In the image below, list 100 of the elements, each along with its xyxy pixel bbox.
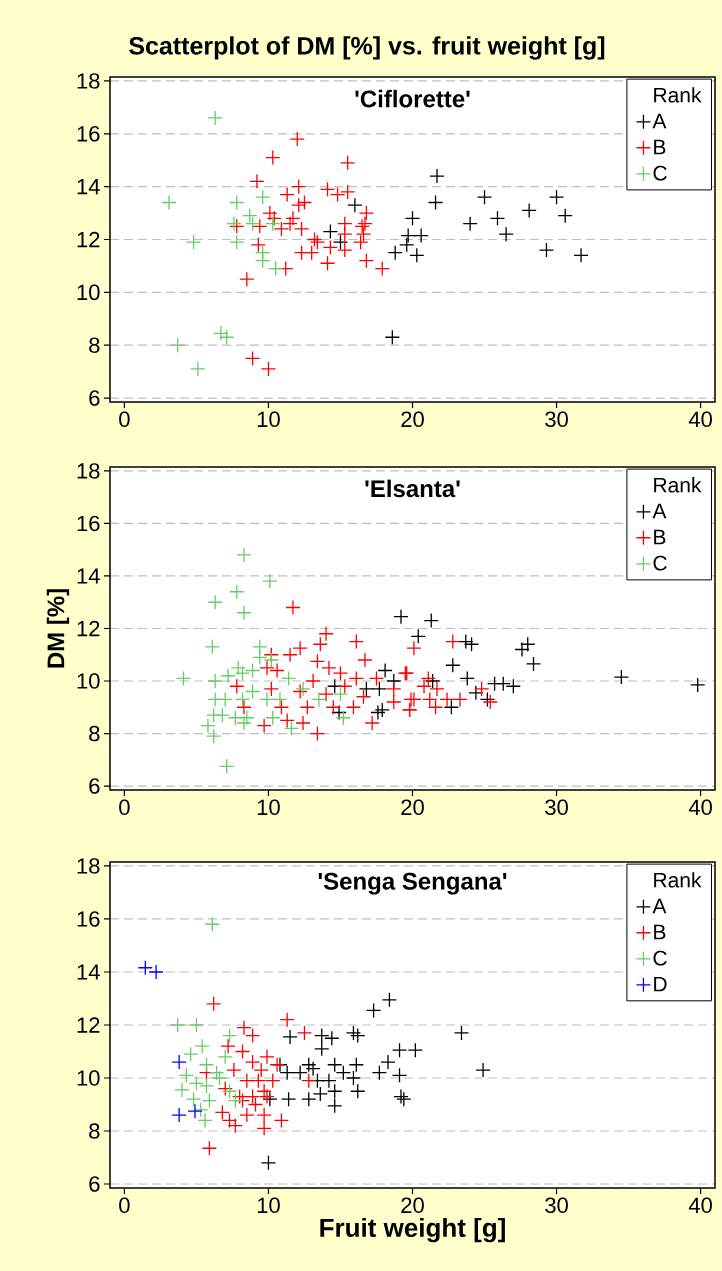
x-tick-label: 20 (401, 799, 424, 816)
legend-label: C (653, 165, 667, 181)
point (242, 208, 258, 224)
y-tick-label: 10 (77, 284, 100, 301)
point (183, 1046, 199, 1062)
point (236, 547, 252, 563)
point (332, 665, 349, 681)
point (443, 699, 460, 715)
y-tick-label: 6 (89, 1176, 100, 1192)
point (557, 208, 573, 224)
point (514, 641, 530, 658)
point (219, 758, 235, 775)
point (292, 640, 308, 656)
point (221, 1027, 238, 1044)
point (244, 1088, 261, 1105)
point (314, 1027, 330, 1044)
point (476, 189, 493, 205)
point (217, 1049, 233, 1065)
legend-label: D (654, 976, 667, 992)
point (260, 1155, 277, 1171)
point (489, 210, 506, 226)
point (296, 194, 313, 211)
point (458, 633, 474, 650)
point (332, 686, 349, 702)
point (174, 1082, 190, 1098)
y-tick-label: 8 (89, 725, 100, 742)
point (255, 252, 271, 269)
point (148, 964, 164, 980)
point (368, 670, 385, 687)
point (220, 668, 236, 684)
y-tick-label: 6 (89, 390, 100, 406)
point (272, 691, 288, 708)
point (322, 223, 339, 240)
legend-title: Rank (654, 87, 702, 103)
point (244, 662, 261, 679)
y-tick-label: 14 (77, 964, 100, 980)
point (231, 1088, 248, 1105)
point (459, 670, 475, 687)
point (305, 673, 321, 689)
point (427, 194, 444, 211)
legend-label: B (654, 924, 666, 940)
legend-title: Rank (654, 872, 702, 888)
point (273, 221, 290, 237)
point (244, 215, 261, 232)
point (280, 670, 297, 687)
point (318, 626, 334, 642)
point (188, 1017, 205, 1033)
point (337, 678, 353, 694)
point (292, 1065, 308, 1081)
point (312, 636, 328, 652)
point (325, 699, 341, 715)
point (289, 131, 305, 147)
point (204, 916, 220, 932)
point (690, 677, 706, 693)
point (345, 699, 362, 715)
point (350, 1083, 366, 1099)
x-tick-label: 40 (688, 799, 712, 816)
chart-subtitle: 'Ciflorette' (355, 89, 470, 108)
point (244, 350, 261, 367)
chart-title: Scatterplot of DM [%] vs. fruit weight [g] (129, 36, 605, 60)
point (170, 1017, 186, 1033)
point (393, 609, 409, 625)
point (171, 1107, 187, 1123)
point (473, 681, 490, 697)
x-tick-label: 30 (545, 1197, 568, 1214)
x-tick-label: 40 (688, 411, 712, 428)
point (236, 605, 252, 621)
point (201, 1092, 218, 1109)
point (250, 1073, 267, 1089)
point (340, 155, 356, 171)
point (358, 681, 375, 697)
point (420, 670, 436, 687)
y-tick-label: 12 (77, 620, 100, 637)
point (381, 992, 398, 1008)
y-tick-label: 18 (77, 73, 100, 89)
point (613, 669, 630, 685)
y-axis-title: DM [%] (46, 589, 70, 668)
point (229, 584, 245, 600)
point (445, 633, 461, 650)
y-tick-label: 8 (89, 337, 100, 353)
point (296, 1025, 313, 1041)
x-tick-label: 0 (119, 1197, 130, 1214)
point (247, 1096, 264, 1113)
point (291, 179, 307, 195)
y-tick-label: 8 (89, 1123, 100, 1139)
legend-label: A (652, 113, 667, 129)
point (260, 361, 277, 377)
point (229, 194, 245, 211)
point (319, 255, 336, 271)
point (197, 1112, 213, 1129)
point (229, 678, 245, 694)
point (462, 215, 478, 232)
point (425, 673, 441, 689)
point (265, 149, 281, 166)
point (364, 715, 380, 731)
point (244, 683, 261, 700)
point (319, 181, 336, 197)
point (256, 718, 272, 734)
point (468, 685, 484, 701)
point (355, 689, 372, 705)
